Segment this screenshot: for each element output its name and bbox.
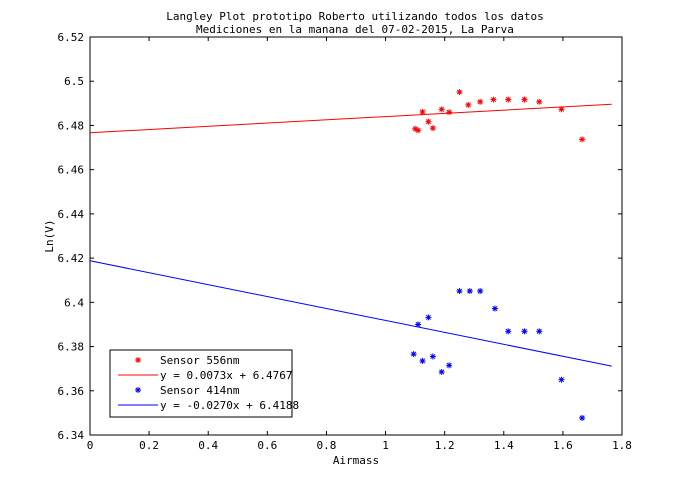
data-point-series-0: [477, 98, 484, 105]
data-point-series-1: [491, 305, 498, 312]
data-point-series-1: [579, 414, 586, 421]
y-tick-label: 6.38: [58, 341, 85, 354]
legend-items: Sensor 556nm y = 0.0073x + 6.4767 Sensor 4…: [118, 354, 299, 412]
fit-line-0: [89, 103, 612, 134]
data-point-series-1: [536, 328, 543, 335]
data-point-series-0: [456, 89, 463, 96]
y-tick-label: 6.52: [58, 31, 85, 44]
data-point-series-0: [415, 127, 422, 134]
x-tick-label: 1.6: [553, 439, 573, 452]
data-point-series-0: [536, 98, 543, 105]
y-tick-label: 6.36: [58, 385, 85, 398]
y-tick-label: 6.34: [58, 429, 85, 442]
data-point-series-0: [438, 106, 445, 113]
chart-title: Langley Plot prototipo Roberto utilizand…: [166, 10, 544, 23]
data-point-series-0: [429, 125, 436, 132]
data-point-series-0: [425, 118, 432, 125]
x-tick-label: 1.8: [612, 439, 632, 452]
fit-lines: [89, 103, 612, 367]
x-tick-label: 1.4: [494, 439, 514, 452]
y-tick-label: 6.4: [64, 296, 84, 309]
x-tick-label: 1: [382, 439, 389, 452]
x-tick-label: 0.2: [139, 439, 159, 452]
x-axis-ticks: 0 0.2 0.4 0.6 0.8 1 1.2 1.4 1.6 1.8: [87, 37, 632, 452]
y-axis-label: Ln(V): [43, 219, 56, 252]
data-point-series-1: [415, 321, 422, 328]
data-point-series-0: [419, 108, 426, 115]
data-point-series-0: [465, 101, 472, 108]
data-point-series-1: [446, 362, 453, 369]
data-point-series-0: [490, 96, 497, 103]
legend-marker: [135, 357, 141, 363]
fit-line-1: [89, 260, 612, 367]
y-tick-label: 6.46: [58, 164, 85, 177]
data-point-series-1: [505, 328, 512, 335]
legend-marker: [135, 387, 141, 393]
data-markers: [410, 89, 586, 421]
legend-box: [109, 349, 293, 418]
data-point-series-1: [558, 376, 565, 383]
legend-label: y = 0.0073x + 6.4767: [160, 369, 292, 382]
data-point-series-1: [410, 351, 417, 358]
x-tick-label: 0.6: [257, 439, 277, 452]
x-tick-label: 0.4: [198, 439, 218, 452]
data-point-series-1: [456, 288, 463, 295]
legend-label: Sensor 414nm: [160, 384, 240, 397]
data-point-series-1: [466, 288, 473, 295]
data-point-series-1: [425, 314, 432, 321]
x-axis-label: Airmass: [333, 454, 379, 467]
x-tick-label: 1.2: [435, 439, 455, 452]
y-tick-label: 6.48: [58, 119, 85, 132]
data-point-series-0: [505, 96, 512, 103]
data-point-series-0: [446, 109, 453, 116]
y-tick-label: 6.42: [58, 252, 85, 265]
y-tick-label: 6.5: [64, 75, 84, 88]
data-point-series-0: [521, 96, 528, 103]
data-point-series-0: [558, 106, 565, 113]
legend: Sensor 556nm y = 0.0073x + 6.4767 Sensor 4…: [109, 349, 299, 418]
legend-label: y = -0.0270x + 6.4188: [160, 399, 299, 412]
x-tick-label: 0: [87, 439, 94, 452]
data-point-series-1: [477, 288, 484, 295]
y-tick-label: 6.44: [58, 208, 85, 221]
data-point-series-1: [438, 368, 445, 375]
data-point-series-1: [429, 353, 436, 360]
chart-subtitle: Mediciones en la manana del 07-02-2015, …: [196, 23, 514, 36]
y-axis-ticks: 6.34 6.36 6.38 6.4 6.42 6.44 6.46 6.48 6.5 6.52: [58, 31, 622, 442]
legend-label: Sensor 556nm: [160, 354, 240, 367]
x-tick-label: 0.8: [317, 439, 337, 452]
data-point-series-0: [579, 136, 586, 143]
data-point-series-1: [419, 357, 426, 364]
data-point-series-1: [521, 328, 528, 335]
